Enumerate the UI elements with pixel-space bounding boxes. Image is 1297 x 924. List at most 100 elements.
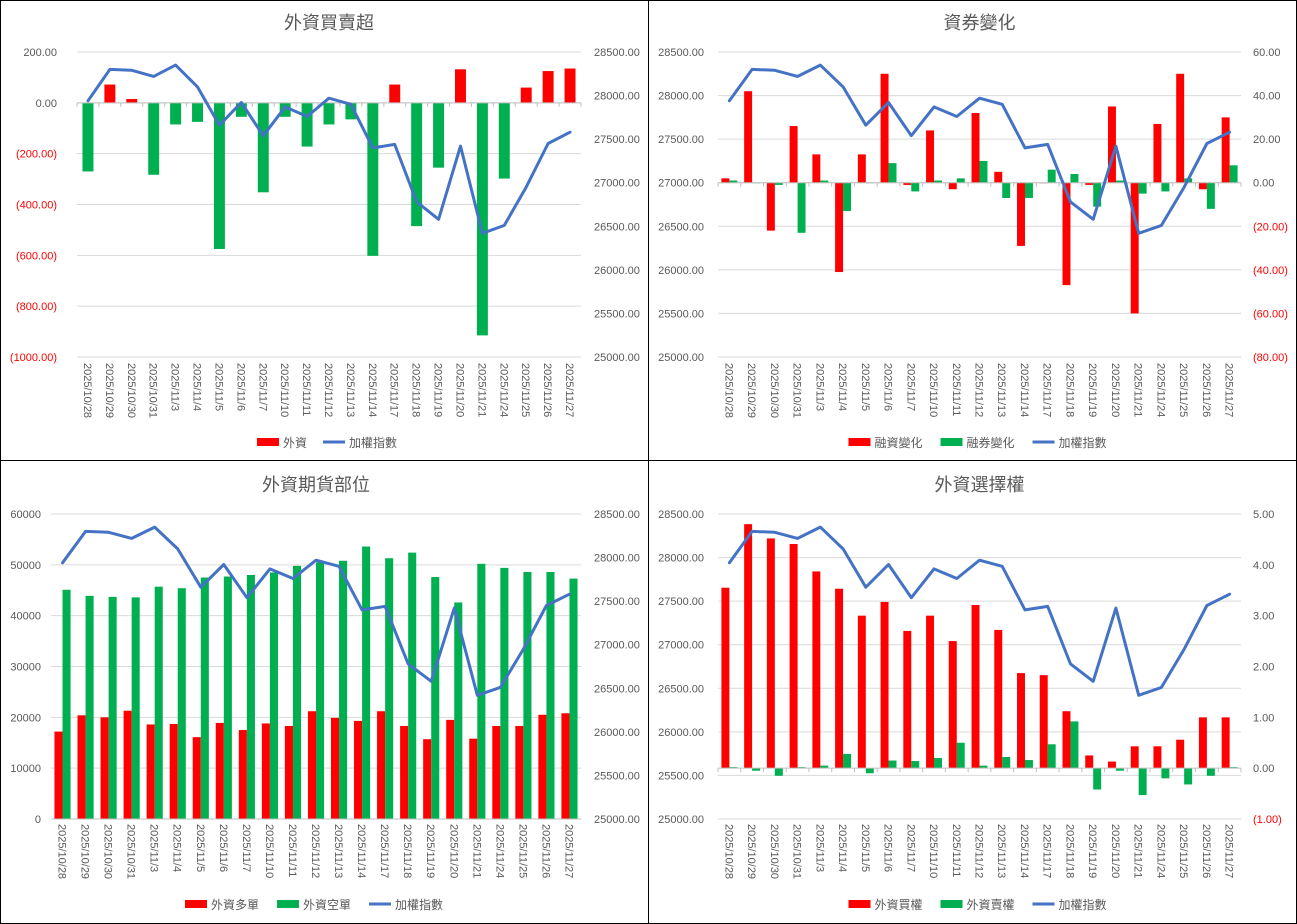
right-axis-tick-label: (40.00) bbox=[1253, 265, 1288, 277]
x-axis-date-label: 2025/11/6 bbox=[217, 824, 229, 872]
bar-外資 bbox=[476, 102, 488, 336]
bar-外資 bbox=[455, 69, 466, 103]
chart-panel-futures: 外資期貨部位 0 10000 20000 30000 40000 50000 60000 250… bbox=[0, 460, 650, 924]
bar-融資變化 bbox=[948, 182, 957, 190]
left-axis-tick-label: 25500.00 bbox=[658, 770, 704, 782]
bar-融資變化 bbox=[1176, 73, 1185, 183]
bar-外資買權 bbox=[948, 641, 957, 769]
bar-外資買權 bbox=[789, 543, 798, 769]
bar-外資空單 bbox=[362, 546, 371, 819]
left-axis-tick-label: (1000.00) bbox=[10, 352, 57, 364]
x-axis-date-label: 2025/11/19 bbox=[1086, 824, 1098, 878]
x-axis-date-label: 2025/11/27 bbox=[563, 363, 575, 417]
x-axis-date-label: 2025/11/6 bbox=[234, 363, 246, 411]
bar-外資賣權 bbox=[888, 760, 897, 769]
bar-外資買權 bbox=[1017, 673, 1025, 769]
bar-外資多單 bbox=[423, 739, 432, 819]
left-axis-tick-label: 25000.00 bbox=[658, 814, 704, 826]
bar-外資多單 bbox=[561, 713, 570, 819]
bar-外資賣權 bbox=[1184, 768, 1193, 785]
x-axis-date-label: 2025/11/12 bbox=[322, 363, 334, 417]
left-axis-tick-label: 27500.00 bbox=[658, 596, 704, 608]
x-axis-date-label: 2025/11/25 bbox=[516, 824, 528, 878]
bar-融券變化 bbox=[1206, 182, 1215, 209]
bar-融資變化 bbox=[721, 178, 730, 183]
x-axis-date-label: 2025/11/14 bbox=[1018, 824, 1030, 878]
bar-外資空單 bbox=[385, 558, 394, 819]
x-axis-date-label: 2025/11/5 bbox=[194, 824, 206, 872]
x-axis-date-label: 2025/11/18 bbox=[401, 824, 413, 878]
bar-外資買權 bbox=[1153, 746, 1162, 769]
bar-外資空單 bbox=[546, 571, 555, 819]
bar-外資空單 bbox=[246, 575, 255, 819]
bar-外資 bbox=[323, 102, 335, 125]
x-axis-date-label: 2025/11/21 bbox=[475, 363, 487, 417]
right-axis-tick-label: 5.00 bbox=[1253, 509, 1274, 521]
x-axis-date-label: 2025/11/7 bbox=[240, 824, 252, 872]
bar-融券變化 bbox=[797, 182, 806, 233]
chart-svg: 資券變化 25000.00 25500.00 26000.00 26500.00 2700… bbox=[658, 13, 1288, 450]
x-axis-date-label: 2025/11/24 bbox=[1154, 363, 1166, 417]
bar-外資賣權 bbox=[1161, 768, 1170, 779]
bar-融資變化 bbox=[835, 182, 844, 273]
legend-label: 加權指數 bbox=[349, 435, 397, 450]
x-axis-date-label: 2025/10/30 bbox=[102, 824, 114, 879]
bar-外資空單 bbox=[269, 572, 278, 819]
bar-外資買權 bbox=[721, 587, 730, 769]
bar-融資變化 bbox=[1130, 182, 1139, 314]
bar-外資多單 bbox=[307, 711, 316, 819]
x-axis-date-label: 2025/11/25 bbox=[519, 363, 531, 417]
bar-外資 bbox=[389, 84, 401, 103]
bar-融資變化 bbox=[971, 113, 980, 183]
bar-融資變化 bbox=[857, 154, 866, 183]
bar-外資買權 bbox=[1198, 717, 1207, 769]
bar-融資變化 bbox=[926, 130, 935, 183]
bar-外資多單 bbox=[100, 717, 109, 819]
legend-label: 加權指數 bbox=[1059, 435, 1107, 450]
bar-外資多單 bbox=[492, 725, 501, 819]
right-axis-tick-label: 27000.00 bbox=[594, 640, 640, 652]
right-axis-tick-label: 28500.00 bbox=[594, 47, 640, 59]
right-axis-tick-label: 28000.00 bbox=[594, 91, 640, 103]
chart-title: 資券變化 bbox=[944, 13, 1016, 33]
bar-外資空單 bbox=[431, 577, 440, 819]
x-axis-date-label: 2025/11/19 bbox=[424, 824, 436, 878]
bar-外資買權 bbox=[880, 601, 889, 769]
left-axis-tick-label: (600.00) bbox=[16, 250, 57, 262]
bar-外資賣權 bbox=[1002, 756, 1011, 769]
bar-外資 bbox=[82, 102, 94, 172]
left-axis-tick-label: 28500.00 bbox=[658, 47, 704, 59]
bar-外資賣權 bbox=[865, 768, 874, 774]
chart-group: 外資買賣超 (1000.00) (800.00) (600.00) (400.00) (2… bbox=[10, 13, 640, 450]
x-axis-date-label: 2025/11/14 bbox=[355, 824, 367, 878]
right-axis-tick-label: 26000.00 bbox=[594, 265, 640, 277]
right-axis-tick-label: 25000.00 bbox=[594, 352, 640, 364]
bar-外資買權 bbox=[1085, 755, 1094, 769]
bar-外資 bbox=[564, 68, 576, 103]
bar-外資買權 bbox=[1221, 717, 1230, 769]
bar-外資 bbox=[279, 102, 291, 117]
x-axis-date-label: 2025/11/26 bbox=[539, 824, 551, 878]
bar-外資賣權 bbox=[729, 767, 738, 769]
x-axis-date-label: 2025/11/3 bbox=[813, 824, 825, 872]
bar-外資多單 bbox=[169, 723, 178, 819]
right-axis-tick-label: 27000.00 bbox=[594, 178, 640, 190]
bar-融券變化 bbox=[888, 163, 897, 183]
x-axis-date-label: 2025/11/4 bbox=[171, 824, 183, 872]
x-axis-date-label: 2025/11/14 bbox=[366, 363, 378, 417]
x-axis-date-label: 2025/11/19 bbox=[432, 363, 444, 417]
legend-label: 外資買權 bbox=[875, 898, 923, 912]
bar-外資 bbox=[433, 102, 445, 168]
x-axis-date-label: 2025/11/21 bbox=[470, 824, 482, 878]
bar-外資空單 bbox=[316, 562, 325, 819]
bar-外資賣權 bbox=[820, 765, 829, 769]
x-axis-date-label: 2025/11/5 bbox=[212, 363, 224, 411]
right-axis-tick-label: 26500.00 bbox=[594, 683, 640, 695]
legend-swatch bbox=[848, 900, 871, 908]
x-axis-date-label: 2025/11/17 bbox=[378, 824, 390, 878]
x-axis-date-label: 2025/10/28 bbox=[722, 363, 734, 418]
left-axis-tick-label: 200.00 bbox=[23, 47, 57, 59]
right-axis-tick-label: 40.00 bbox=[1253, 91, 1281, 103]
x-axis-date-label: 2025/11/18 bbox=[1063, 824, 1075, 878]
bar-外資多單 bbox=[354, 720, 363, 819]
